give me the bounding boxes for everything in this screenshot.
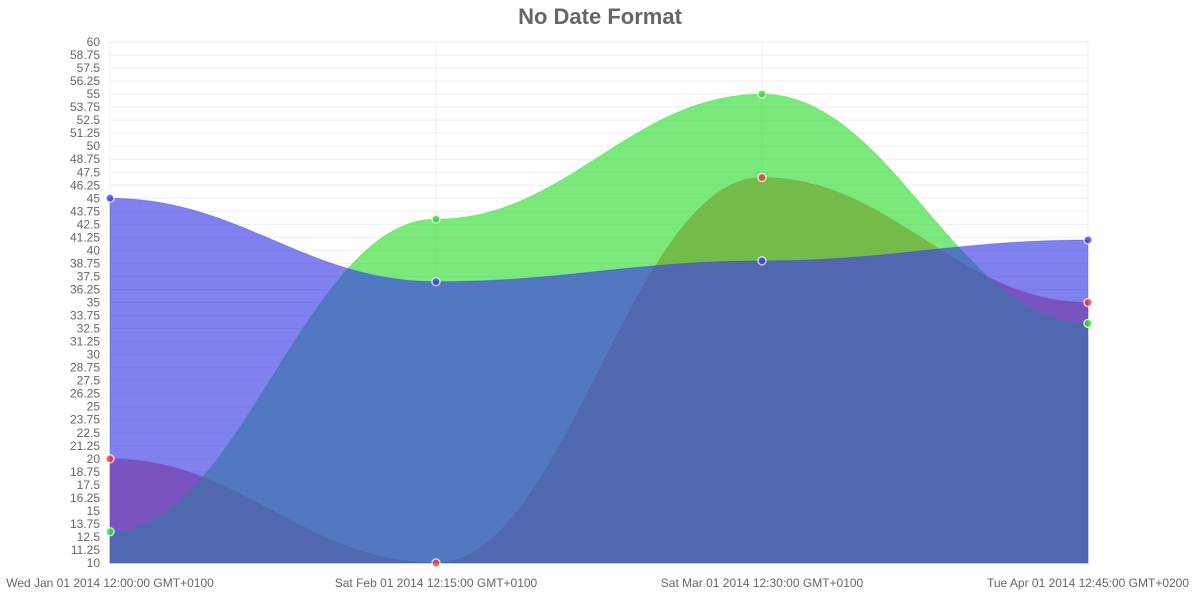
y-tick-label: 13.75 bbox=[70, 517, 100, 531]
data-point-s1-3[interactable] bbox=[757, 172, 767, 183]
data-point-s3-1[interactable] bbox=[105, 193, 115, 204]
y-tick-label: 17.5 bbox=[77, 478, 101, 492]
data-point-s1-1[interactable] bbox=[105, 454, 115, 464]
x-tick-label: Tue Apr 01 2014 12:45:00 GMT+0200 bbox=[987, 576, 1189, 590]
y-tick-label: 23.75 bbox=[70, 413, 100, 427]
y-tick-label: 31.25 bbox=[70, 335, 100, 349]
y-tick-label: 51.25 bbox=[70, 126, 100, 140]
y-tick-label: 58.75 bbox=[70, 48, 100, 62]
y-tick-label: 56.25 bbox=[70, 74, 100, 88]
y-tick-label: 30 bbox=[87, 348, 101, 362]
y-tick-label: 53.75 bbox=[70, 100, 100, 114]
y-tick-label: 10 bbox=[87, 556, 101, 570]
y-tick-label: 37.5 bbox=[77, 269, 101, 283]
y-tick-label: 60 bbox=[87, 35, 101, 49]
y-tick-label: 36.25 bbox=[70, 282, 100, 296]
chart-title: No Date Format bbox=[518, 4, 682, 29]
y-tick-label: 25 bbox=[87, 400, 101, 414]
y-tick-label: 20 bbox=[87, 452, 101, 466]
data-point-s2-4[interactable] bbox=[1083, 318, 1093, 329]
y-tick-label: 16.25 bbox=[70, 491, 100, 505]
series-area-3 bbox=[109, 197, 1089, 564]
x-tick-label: Wed Jan 01 2014 12:00:00 GMT+0100 bbox=[6, 576, 214, 590]
y-tick-label: 47.5 bbox=[77, 165, 101, 179]
y-tick-label: 26.25 bbox=[70, 387, 100, 401]
y-tick-label: 40 bbox=[87, 243, 101, 257]
y-tick-label: 33.75 bbox=[70, 309, 100, 323]
y-tick-label: 35 bbox=[87, 296, 101, 310]
y-tick-label: 50 bbox=[87, 139, 101, 153]
y-tick-label: 55 bbox=[87, 87, 101, 101]
x-tick-label: Sat Feb 01 2014 12:15:00 GMT+0100 bbox=[335, 576, 538, 590]
y-tick-label: 21.25 bbox=[70, 439, 100, 453]
y-tick-label: 48.75 bbox=[70, 152, 100, 166]
y-tick-label: 15 bbox=[87, 504, 101, 518]
y-tick-label: 22.5 bbox=[77, 426, 101, 440]
data-point-s1-4[interactable] bbox=[1083, 297, 1093, 308]
y-tick-label: 45 bbox=[87, 191, 101, 205]
data-point-s3-3[interactable] bbox=[757, 256, 767, 266]
data-point-s1-2[interactable] bbox=[431, 558, 441, 568]
data-point-s2-2[interactable] bbox=[431, 214, 441, 224]
data-point-s3-2[interactable] bbox=[431, 276, 441, 287]
y-tick-label: 52.5 bbox=[77, 113, 101, 127]
data-point-s2-3[interactable] bbox=[757, 89, 767, 99]
y-tick-label: 38.75 bbox=[70, 256, 100, 270]
axes: 1011.2512.513.751516.2517.518.752021.252… bbox=[6, 35, 1189, 590]
data-point-s3-4[interactable] bbox=[1083, 235, 1093, 245]
y-tick-label: 41.25 bbox=[70, 230, 100, 244]
y-tick-label: 11.25 bbox=[71, 543, 100, 557]
y-tick-label: 46.25 bbox=[70, 178, 100, 192]
y-tick-label: 12.5 bbox=[77, 530, 101, 544]
y-tick-label: 42.5 bbox=[77, 217, 101, 231]
y-tick-label: 43.75 bbox=[70, 204, 100, 218]
y-tick-label: 28.75 bbox=[70, 361, 100, 375]
x-tick-label: Sat Mar 01 2014 12:30:00 GMT+0100 bbox=[661, 576, 864, 590]
y-tick-label: 57.5 bbox=[77, 61, 101, 75]
data-point-s2-1[interactable] bbox=[105, 526, 115, 537]
y-tick-label: 32.5 bbox=[77, 322, 101, 336]
y-tick-label: 18.75 bbox=[70, 465, 100, 479]
data-points bbox=[105, 89, 1093, 568]
y-tick-label: 27.5 bbox=[77, 374, 101, 388]
plot-areas bbox=[109, 93, 1089, 564]
